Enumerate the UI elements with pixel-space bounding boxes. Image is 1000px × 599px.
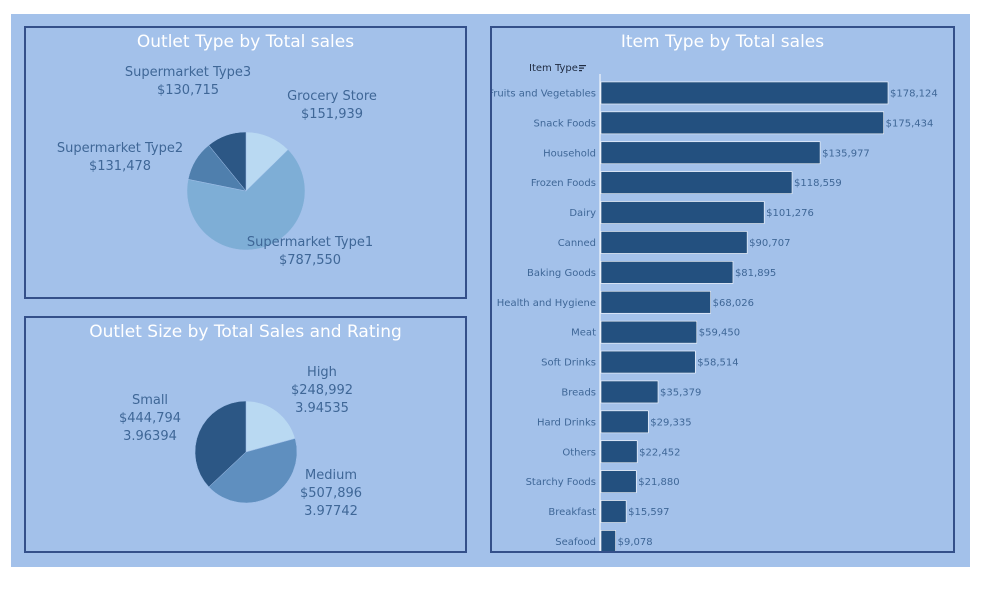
bar-label-starchy-foods: Starchy Foods (526, 477, 596, 488)
outlet-type-pie-chart: Grocery Store $151,939 Supermarket Type1 $7… (57, 65, 377, 268)
bar-household[interactable] (600, 141, 821, 165)
bar-label-others: Others (562, 447, 596, 458)
outlet-type-title: Outlet Type by Total sales (136, 32, 355, 52)
bar-value-seafood: $9,078 (618, 537, 653, 548)
bar-soft-drinks[interactable] (600, 350, 696, 374)
bar-label-baking-goods: Baking Goods (527, 268, 596, 279)
pie-label-small-1: $444,794 (119, 411, 181, 426)
item-type-panel: Item Type by Total sales Item Type Fruits… (488, 26, 955, 557)
bar-value-frozen-foods: $118,559 (794, 178, 842, 189)
bar-label-breads: Breads (561, 387, 596, 398)
pie-label-medium-0: Medium (305, 468, 357, 483)
bar-label-snack-foods: Snack Foods (534, 118, 596, 129)
pie-label-supermarket-type3-1: $130,715 (157, 83, 219, 98)
bar-others[interactable] (600, 440, 638, 464)
pie-label-high-0: High (307, 365, 337, 380)
pie-slice-supermarket-type3[interactable] (208, 131, 247, 192)
item-type-axis-header: Item Type (529, 63, 578, 74)
bar-label-hard-drinks: Hard Drinks (537, 417, 596, 428)
bar-value-starchy-foods: $21,880 (638, 477, 679, 488)
pie-label-medium-1: $507,896 (300, 486, 362, 501)
pie-label-high-1: $248,992 (291, 383, 353, 398)
bar-value-snack-foods: $175,434 (886, 118, 934, 129)
bar-frozen-foods[interactable] (600, 171, 793, 194)
pie-slice-medium[interactable] (208, 438, 298, 504)
pie-label-supermarket-type1-0: Supermarket Type1 (247, 235, 373, 250)
sort-icon[interactable] (579, 65, 586, 72)
bar-value-breakfast: $15,597 (628, 507, 669, 518)
pie-slice-supermarket-type1[interactable] (186, 149, 306, 251)
bar-value-others: $22,452 (639, 447, 680, 458)
bar-canned[interactable] (600, 231, 748, 254)
pie-label-supermarket-type3-0: Supermarket Type3 (125, 65, 251, 80)
pie-slice-small[interactable] (194, 400, 247, 488)
outlet-type-panel: Outlet Type by Total sales Grocery Store… (24, 26, 467, 299)
pie-label-high-2: 3.94535 (295, 401, 349, 416)
pie-label-small-0: Small (132, 393, 168, 408)
bar-label-health-and-hygiene: Health and Hygiene (497, 298, 596, 309)
pie-label-supermarket-type2-1: $131,478 (89, 159, 151, 174)
bar-hard-drinks[interactable] (600, 410, 649, 434)
bar-label-seafood: Seafood (555, 537, 596, 548)
bar-fruits-and-vegetables[interactable] (600, 81, 889, 105)
outlet-size-title: Outlet Size by Total Sales and Rating (89, 322, 402, 342)
bar-label-soft-drinks: Soft Drinks (541, 358, 596, 369)
pie-label-supermarket-type1-1: $787,550 (279, 253, 341, 268)
bar-breakfast[interactable] (600, 500, 627, 523)
bar-health-and-hygiene[interactable] (600, 290, 711, 314)
bar-label-canned: Canned (558, 238, 596, 249)
pie-label-medium-2: 3.97742 (304, 504, 358, 519)
bar-label-household: Household (543, 148, 596, 159)
outlet-size-pie-chart: High $248,992 3.94535 Medium $507,896 3.97742… (119, 365, 362, 519)
bar-value-health-and-hygiene: $68,026 (713, 298, 754, 309)
bar-value-soft-drinks: $58,514 (697, 358, 738, 369)
item-type-bar-chart: Item Type Fruits and Vegetables $178,124 Sn… (488, 63, 938, 557)
pie-label-grocery-store-0: Grocery Store (287, 89, 377, 104)
bar-breads[interactable] (600, 380, 659, 404)
bar-value-dairy: $101,276 (766, 208, 814, 219)
bar-dairy[interactable] (600, 201, 765, 224)
bar-baking-goods[interactable] (600, 261, 734, 284)
bar-snack-foods[interactable] (600, 111, 884, 135)
bar-value-meat: $59,450 (699, 328, 740, 339)
dashboard: Outlet Type by Total sales Grocery Store… (11, 14, 970, 567)
bar-value-baking-goods: $81,895 (735, 268, 776, 279)
bar-label-dairy: Dairy (569, 208, 596, 219)
bar-starchy-foods[interactable] (600, 470, 637, 493)
pie-label-grocery-store-1: $151,939 (301, 107, 363, 122)
bar-label-meat: Meat (571, 328, 596, 339)
pie-slice-high[interactable] (245, 400, 296, 453)
bar-value-breads: $35,379 (660, 387, 701, 398)
bar-label-fruits-and-vegetables: Fruits and Vegetables (492, 88, 596, 99)
bar-value-canned: $90,707 (749, 238, 790, 249)
bar-value-fruits-and-vegetables: $178,124 (890, 88, 938, 99)
item-type-title: Item Type by Total sales (620, 32, 825, 52)
bar-label-frozen-foods: Frozen Foods (531, 178, 596, 189)
bar-value-hard-drinks: $29,335 (650, 417, 691, 428)
bar-value-household: $135,977 (822, 148, 870, 159)
bar-meat[interactable] (600, 320, 698, 344)
pie-label-supermarket-type2-0: Supermarket Type2 (57, 141, 183, 156)
bar-label-breakfast: Breakfast (548, 507, 596, 518)
pie-label-small-2: 3.96394 (123, 429, 177, 444)
outlet-size-panel: Outlet Size by Total Sales and Rating Hi… (24, 316, 467, 553)
bar-seafood[interactable] (600, 530, 616, 553)
